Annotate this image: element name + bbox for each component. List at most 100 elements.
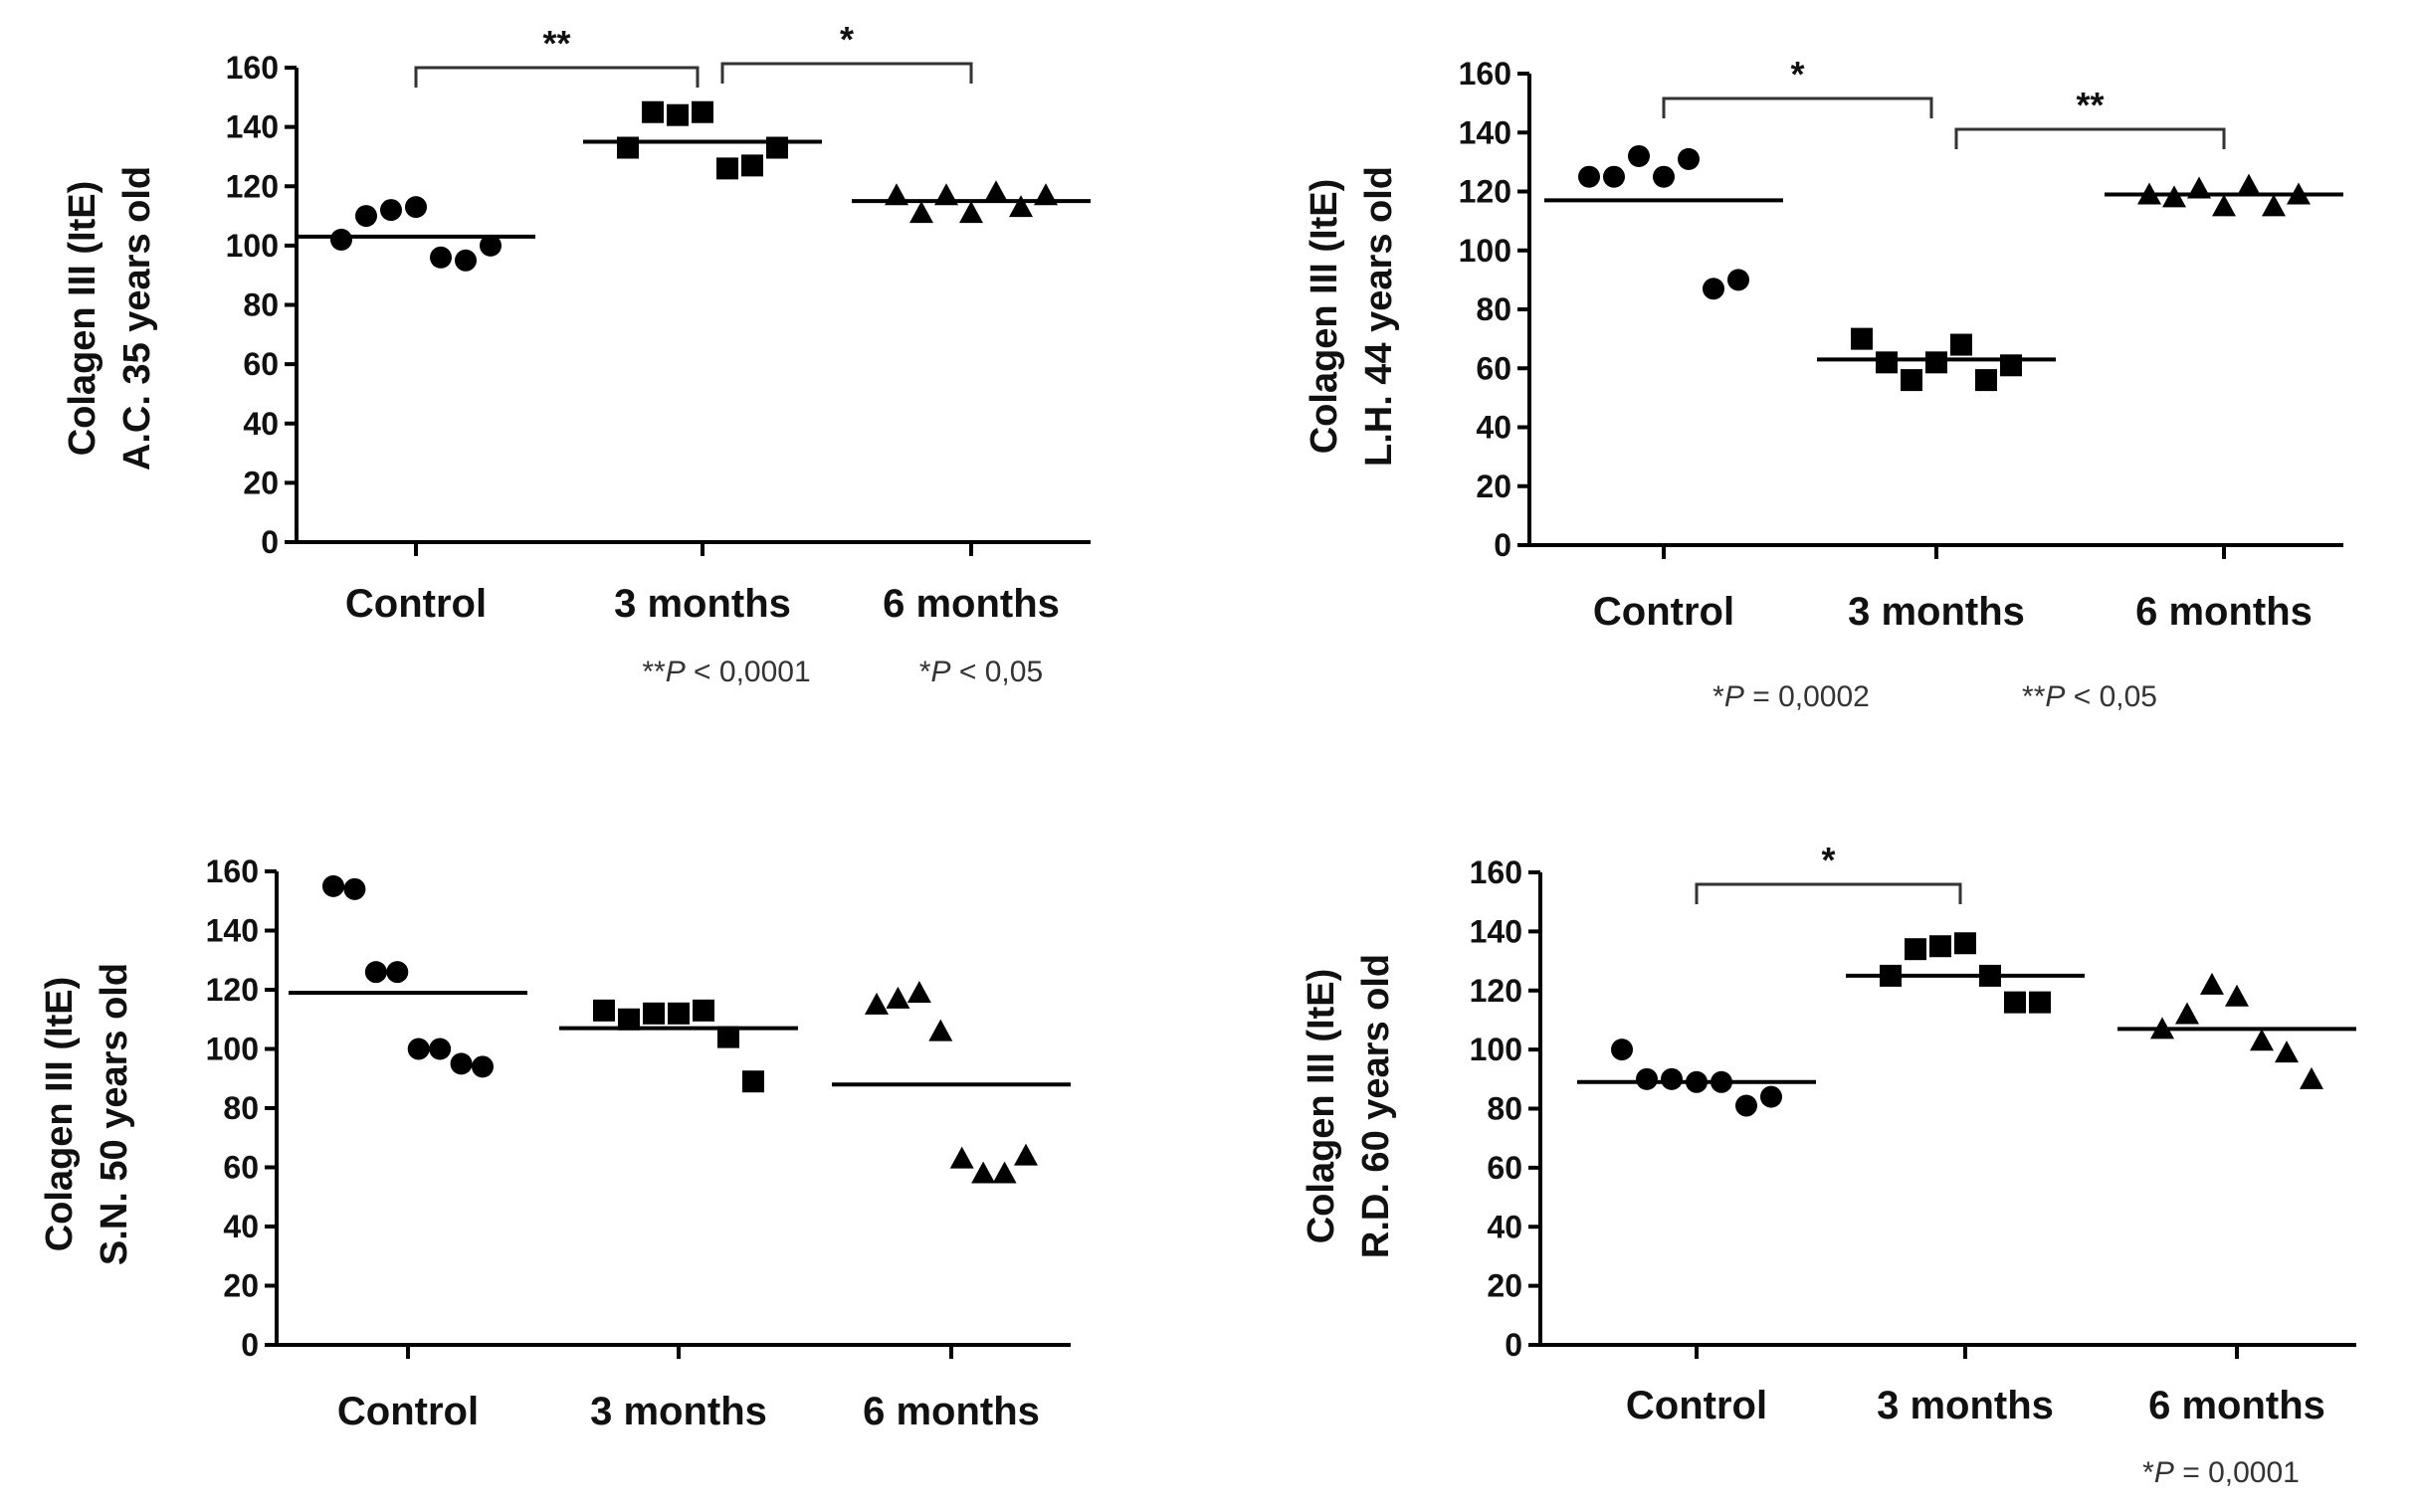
category-label-6-months: 6 months (2135, 590, 2313, 634)
y-axis-label: Colagen III (ItE) (1304, 179, 1345, 455)
significance-stars: ** (542, 23, 570, 64)
data-point-3-months (716, 157, 738, 180)
y-tick-label: 140 (1459, 114, 1511, 150)
y-tick-label: 120 (1470, 973, 1522, 1009)
y-tick-label: 20 (223, 1268, 259, 1304)
data-point-3-months (668, 1002, 690, 1025)
data-point-6-months (909, 201, 933, 224)
data-point-3-months (593, 999, 615, 1022)
p-value-note: *P < 0,05 (919, 656, 1043, 688)
data-point-6-months (928, 1019, 953, 1041)
data-point-6-months (1014, 1143, 1038, 1166)
y-tick-label: 160 (1470, 854, 1522, 890)
data-point-3-months (1925, 351, 1947, 374)
data-point-6-months (2175, 1002, 2199, 1025)
p-value-note: **P < 0,05 (2022, 680, 2157, 713)
category-label-6-months: 6 months (863, 1390, 1040, 1433)
data-point-control (386, 961, 409, 984)
category-label-3-months: 3 months (590, 1390, 767, 1433)
data-point-control (429, 1038, 452, 1060)
data-point-3-months (667, 103, 689, 126)
category-label-3-months: 3 months (1877, 1384, 2054, 1427)
data-point-control (355, 205, 377, 228)
data-point-3-months (693, 999, 714, 1022)
y-tick-label: 80 (243, 287, 279, 323)
y-tick-label: 60 (243, 346, 279, 382)
panel-ac-35: 0 20 40 60 80 100 120 140 160 Control 3 months 6 mo… (62, 19, 1091, 688)
y-tick-label: 80 (223, 1090, 259, 1126)
data-point-3-months (2004, 991, 2026, 1014)
data-point-6-months (2300, 1066, 2323, 1089)
data-point-control (1727, 269, 1749, 291)
data-point-control (1628, 144, 1650, 167)
data-point-control (430, 246, 452, 269)
y-tick-label: 60 (1487, 1150, 1522, 1186)
data-point-control (1678, 147, 1700, 170)
data-point-6-months (959, 201, 983, 224)
data-point-6-months (971, 1161, 996, 1184)
data-point-control (330, 228, 352, 251)
data-point-3-months (1950, 333, 1972, 356)
data-point-control (472, 1055, 494, 1078)
data-point-3-months (741, 154, 763, 177)
data-point-control (480, 234, 502, 257)
data-point-control (405, 196, 427, 219)
y-axis-label: L.H. 44 years old (1358, 166, 1400, 467)
y-tick-label: 40 (1476, 410, 1511, 446)
p-value-note: **P < 0,0001 (642, 656, 810, 688)
y-tick-label: 100 (206, 1032, 259, 1067)
data-point-control (1578, 165, 1600, 188)
y-tick-label: 120 (1459, 174, 1511, 210)
data-point-3-months (1851, 327, 1873, 350)
data-point-3-months (692, 100, 713, 123)
y-axis-label: Colagen III (ItE) (39, 977, 81, 1252)
data-point-control (1735, 1094, 1757, 1117)
data-point-6-months (906, 980, 931, 1003)
panel-rd-60: 0 20 40 60 80 100 120 140 160 Control 3 months 6 mo… (1301, 840, 2356, 1489)
data-point-control (1703, 278, 1724, 300)
data-point-control (455, 249, 477, 272)
y-tick-label: 40 (223, 1209, 259, 1244)
data-point-6-months (2237, 173, 2261, 196)
data-point-6-months (984, 180, 1008, 203)
y-tick-label: 0 (1494, 527, 1511, 563)
data-point-3-months (642, 100, 664, 123)
data-point-control (450, 1052, 473, 1075)
significance-stars: * (1790, 54, 1804, 94)
y-tick-label: 0 (241, 1327, 259, 1363)
significance-bracket (1662, 96, 1933, 118)
data-point-3-months (2029, 991, 2051, 1014)
y-tick-label: 40 (1487, 1209, 1522, 1244)
y-axis-label: Colagen III (ItE) (1301, 969, 1342, 1244)
y-axis-label: R.D. 60 years old (1355, 954, 1397, 1258)
data-point-6-months (2275, 1040, 2299, 1063)
data-point-3-months (643, 1002, 665, 1025)
data-point-6-months (2212, 194, 2236, 217)
y-tick-label: 160 (226, 50, 279, 86)
data-point-3-months (1975, 369, 1997, 392)
y-tick-label: 20 (1476, 469, 1511, 504)
y-tick-label: 0 (1505, 1327, 1522, 1363)
data-point-6-months (949, 1146, 974, 1169)
y-axis-label: S.N. 50 years old (94, 963, 135, 1265)
data-point-6-months (1009, 195, 1033, 218)
category-label-6-months: 6 months (2148, 1384, 2325, 1427)
category-label-control: Control (1593, 590, 1734, 634)
data-point-control (380, 199, 402, 222)
y-tick-label: 60 (223, 1150, 259, 1186)
data-point-control (407, 1038, 430, 1060)
panel-sn-50: 0 20 40 60 80 100 120 140 160 Control 3 months 6 mo… (39, 853, 1071, 1433)
data-point-6-months (992, 1161, 1017, 1184)
y-tick-label: 140 (1470, 913, 1522, 949)
y-tick-label: 160 (206, 853, 259, 889)
data-point-3-months (1901, 369, 1922, 392)
y-tick-label: 60 (1476, 350, 1511, 386)
data-point-6-months (2250, 1029, 2274, 1051)
y-tick-label: 120 (206, 972, 259, 1008)
significance-bracket (1954, 127, 2226, 149)
y-tick-label: 140 (226, 109, 279, 145)
y-tick-label: 100 (226, 228, 279, 264)
significance-bracket (414, 66, 700, 88)
data-point-3-months (742, 1070, 764, 1093)
y-axis-label: Colagen III (ItE) (62, 181, 103, 457)
